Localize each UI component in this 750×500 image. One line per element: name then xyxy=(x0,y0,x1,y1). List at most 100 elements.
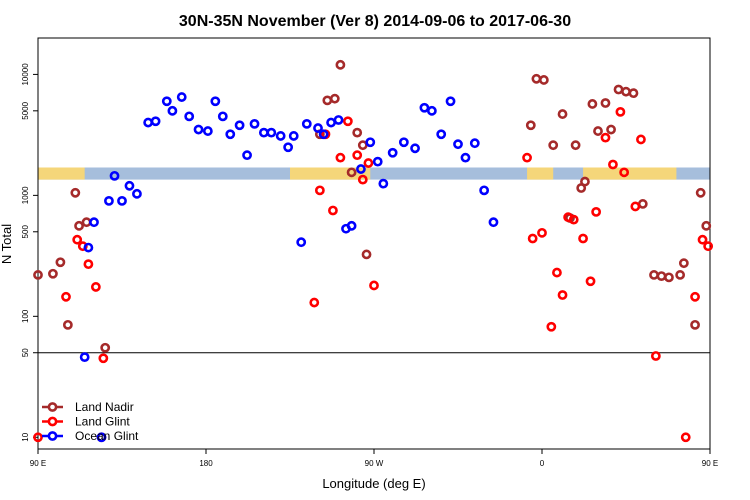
point-land-nadir xyxy=(649,270,659,280)
point-ocean-glint xyxy=(83,242,94,253)
point-land-glint xyxy=(33,432,43,443)
point-ocean-glint xyxy=(426,105,437,116)
point-ocean-glint xyxy=(124,180,135,191)
y-tick-label: 10 xyxy=(21,432,30,441)
point-land-nadir xyxy=(570,140,581,151)
y-tick-label: 10000 xyxy=(21,63,30,86)
point-ocean-glint xyxy=(143,117,154,128)
x-axis: 90 E 180 90 W 0 90 E xyxy=(30,449,718,468)
point-land-glint xyxy=(90,282,101,292)
point-ocean-glint xyxy=(104,196,114,206)
point-land-nadir xyxy=(531,73,542,84)
point-land-glint xyxy=(591,206,602,217)
land-band-segment xyxy=(583,167,677,180)
point-land-nadir xyxy=(664,272,674,283)
point-land-nadir xyxy=(580,176,590,187)
x-tick-label: 90 E xyxy=(702,459,718,468)
point-land-glint xyxy=(369,280,379,291)
point-ocean-glint xyxy=(436,129,447,140)
point-ocean-glint xyxy=(365,137,376,148)
point-land-glint xyxy=(363,158,374,168)
points-group xyxy=(33,59,714,443)
x-tick-label: 180 xyxy=(199,459,213,468)
point-land-nadir xyxy=(329,93,340,104)
point-ocean-glint xyxy=(109,170,120,181)
point-ocean-glint xyxy=(132,188,142,199)
y-axis-label: N Total xyxy=(0,224,14,264)
point-ocean-glint xyxy=(117,196,127,206)
point-ocean-glint xyxy=(184,111,195,122)
point-ocean-glint xyxy=(266,127,277,138)
point-land-glint xyxy=(630,201,641,212)
point-ocean-glint xyxy=(372,156,383,167)
point-ocean-glint xyxy=(161,96,172,107)
point-land-glint xyxy=(680,432,691,443)
point-ocean-glint xyxy=(387,147,398,158)
point-land-glint xyxy=(608,159,618,170)
legend-marker-ocean-glint xyxy=(47,431,58,441)
point-land-glint xyxy=(568,214,579,225)
point-land-nadir xyxy=(613,84,624,95)
point-ocean-glint xyxy=(283,142,294,153)
point-ocean-glint xyxy=(234,120,245,131)
point-ocean-glint xyxy=(210,96,221,107)
point-land-glint xyxy=(328,205,338,216)
point-land-nadir xyxy=(600,98,611,108)
point-land-nadir xyxy=(690,319,700,330)
point-land-nadir xyxy=(548,140,559,151)
point-ocean-glint xyxy=(469,138,480,149)
point-land-glint xyxy=(690,291,700,302)
point-ocean-glint xyxy=(150,116,161,127)
point-ocean-glint xyxy=(318,129,329,140)
x-tick-label: 0 xyxy=(540,459,545,468)
point-land-glint xyxy=(83,259,94,270)
point-land-nadir xyxy=(656,271,667,282)
y-axis: 10 50 100 500 1000 5000 10000 xyxy=(21,63,38,442)
legend-label-land-nadir: Land Nadir xyxy=(75,400,134,414)
point-ocean-glint xyxy=(419,102,430,113)
point-land-nadir xyxy=(346,167,357,178)
point-land-nadir xyxy=(100,342,111,353)
point-ocean-glint xyxy=(378,178,389,189)
point-land-nadir xyxy=(628,88,639,99)
point-land-glint xyxy=(522,152,532,163)
point-land-glint xyxy=(697,234,708,245)
point-land-glint xyxy=(352,150,363,161)
y-tick-label: 1000 xyxy=(21,186,30,204)
point-land-glint xyxy=(619,167,630,178)
point-land-nadir xyxy=(70,187,81,198)
land-band-segment xyxy=(38,167,85,180)
point-land-glint xyxy=(650,351,661,361)
point-ocean-glint xyxy=(326,117,336,128)
point-land-nadir xyxy=(81,217,92,228)
point-ocean-glint xyxy=(356,164,366,174)
point-ocean-glint xyxy=(89,217,99,228)
land-band-segment xyxy=(527,167,554,180)
point-ocean-glint xyxy=(453,139,463,150)
point-ocean-glint xyxy=(398,137,409,148)
point-land-nadir xyxy=(352,127,363,138)
point-land-glint xyxy=(61,291,71,302)
point-land-nadir xyxy=(637,199,648,209)
point-land-glint xyxy=(703,241,714,252)
point-land-glint xyxy=(615,106,626,117)
point-ocean-glint xyxy=(410,143,420,154)
point-land-glint xyxy=(98,353,109,364)
point-land-nadir xyxy=(74,220,84,231)
point-ocean-glint xyxy=(225,129,236,140)
point-ocean-glint xyxy=(258,127,269,138)
point-land-glint xyxy=(309,297,320,308)
point-ocean-glint xyxy=(79,352,90,363)
point-land-glint xyxy=(72,234,83,245)
plot-frame xyxy=(37,37,711,450)
point-land-nadir xyxy=(675,270,686,280)
point-land-nadir xyxy=(587,99,598,109)
point-land-nadir xyxy=(62,319,73,330)
legend-marker-land-glint xyxy=(47,416,58,427)
point-ocean-glint xyxy=(479,185,490,196)
point-ocean-glint xyxy=(313,123,323,133)
y-tick-label: 500 xyxy=(21,225,30,239)
x-tick-label: 90 E xyxy=(30,459,46,468)
point-ocean-glint xyxy=(96,432,107,443)
point-land-nadir xyxy=(33,270,43,280)
